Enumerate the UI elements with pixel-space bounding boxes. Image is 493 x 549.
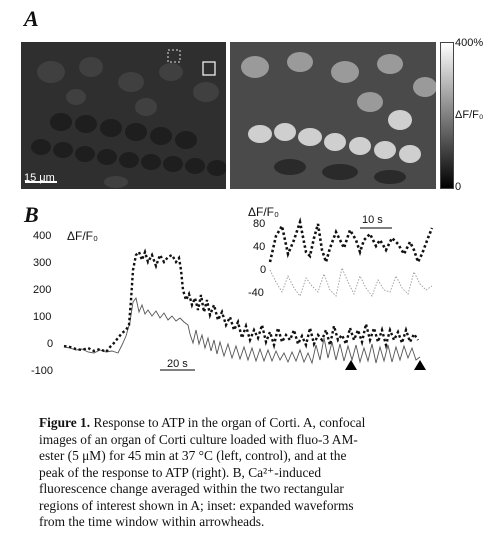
scale-bar-label: 15 μm [24, 172, 55, 184]
colorbar [440, 42, 454, 189]
inset-trace-solid [269, 266, 433, 297]
arrowhead-right [414, 360, 426, 370]
caption-line-5: fluorescence change averaged within the … [39, 481, 344, 496]
caption-line-7: from the time window within arrowheads. [39, 514, 265, 529]
figure-label: Figure 1. [39, 415, 91, 430]
micrograph-atp [230, 42, 436, 189]
trace-dotted [63, 248, 419, 354]
inset-trace-dotted [268, 216, 434, 267]
main-traces [63, 248, 426, 371]
y-tick-100: 100 [33, 311, 52, 323]
inset-y-tick-40: 40 [253, 241, 266, 253]
inset-y-tick-80: 80 [253, 218, 266, 230]
micrograph-control [21, 42, 226, 189]
panel-a-label: A [24, 6, 39, 31]
roi-solid [202, 61, 216, 76]
roi-dashed [167, 49, 181, 63]
arrowhead-left [345, 360, 357, 370]
colorbar-top-label: 400% [455, 37, 484, 49]
y-tick-minus100: -100 [31, 365, 54, 377]
y-tick-300: 300 [33, 257, 52, 269]
caption-line-2: images of an organ of Corti culture load… [39, 431, 358, 447]
inset-traces [268, 216, 434, 297]
y-tick-200: 200 [33, 284, 52, 296]
y-tick-0: 0 [47, 338, 54, 350]
caption-line-6: regions of interest shown in A; inset: e… [39, 497, 354, 513]
figure-caption: Figure 1. Response to ATP in the organ o… [39, 415, 471, 531]
colorbar-bottom-label: 0 [455, 181, 462, 193]
y-tick-400: 400 [33, 230, 52, 242]
inset-y-tick-0: 0 [260, 264, 267, 276]
inset-y-tick-minus40: -40 [248, 287, 264, 299]
caption-line-4: peak of the response to ATP (right). B, … [39, 464, 322, 480]
inset-y-label: ΔF/F₀ [248, 205, 279, 219]
panel-b-label: B [24, 202, 39, 227]
trace-solid [63, 296, 421, 365]
caption-line-3: ester (5 μM) for 45 min at 37 °C (left, … [39, 448, 347, 463]
inset-time-scale-label: 10 s [362, 214, 383, 226]
colorbar-mid-label: ΔF/F₀ [455, 109, 484, 121]
time-scale-label: 20 s [167, 358, 188, 370]
main-y-label: ΔF/F₀ [67, 229, 98, 243]
caption-line-1: Figure 1. Response to ATP in the organ o… [39, 415, 366, 430]
